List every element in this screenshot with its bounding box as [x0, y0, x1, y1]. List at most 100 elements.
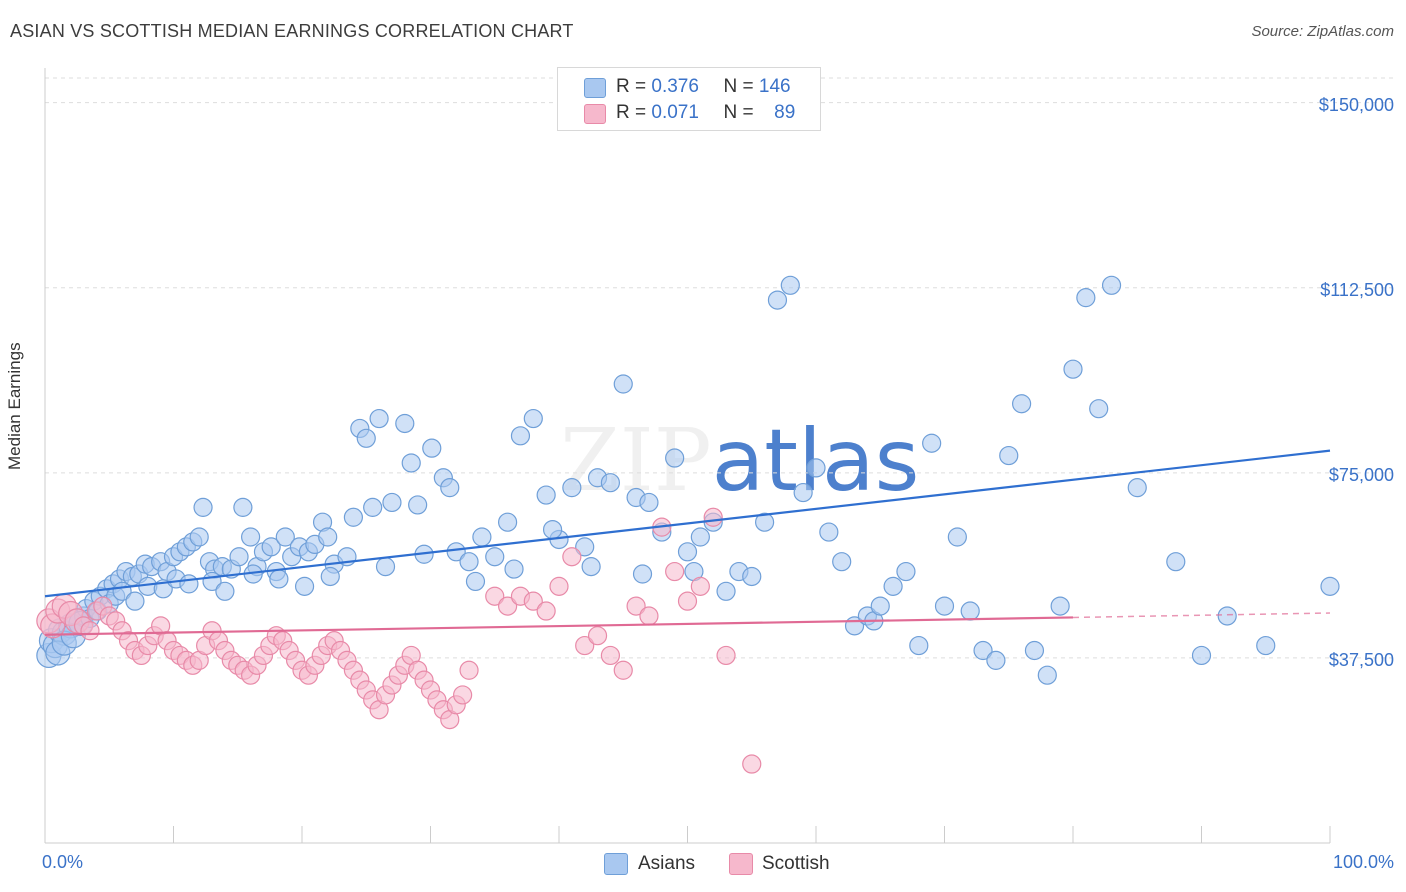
scottish-point [600, 645, 621, 666]
scottish-point [498, 596, 518, 616]
asians-r-value: 0.376 [651, 76, 699, 97]
asian-point [1024, 640, 1045, 661]
asian-point [408, 495, 428, 515]
asian-point [269, 569, 289, 589]
asian-point [600, 473, 621, 493]
scottish-n-value: 89 [774, 102, 796, 123]
asian-point [510, 426, 531, 446]
asian-point [613, 374, 633, 394]
scottish-point [459, 660, 479, 680]
asian-point [1089, 399, 1109, 419]
scottish-r-label: R = [616, 102, 647, 123]
scottish-trend-extension [1072, 612, 1331, 619]
asian-point [542, 519, 563, 540]
asians-n-value: 146 [758, 76, 791, 97]
asian-point [832, 552, 852, 572]
asian-point [485, 547, 505, 567]
asian-point [275, 527, 295, 547]
scottish-point [690, 576, 710, 596]
scottish-point [549, 576, 569, 596]
scottish-point [562, 547, 582, 567]
scottish-point [665, 561, 685, 582]
asians-bottom-label: Asians [638, 853, 696, 874]
asian-point [870, 596, 890, 616]
asian-point [934, 596, 955, 616]
asian-point [1166, 552, 1186, 572]
asian-point [422, 438, 442, 458]
asian-point [1320, 576, 1340, 596]
asian-point [382, 492, 402, 513]
asian-point [440, 478, 460, 498]
asian-point [986, 650, 1006, 670]
asian-point [632, 564, 653, 584]
y-tick-label: $37,500 [1328, 649, 1394, 670]
asians-swatch [584, 78, 606, 98]
correlation-legend: R = 0.376 N = 146 R = 0.071 N = 89 [557, 67, 821, 131]
asian-point [363, 497, 383, 517]
asian-point [241, 527, 261, 547]
scottish-point [639, 606, 659, 626]
scottish-point [613, 660, 633, 680]
scottish-bottom-label: Scottish [762, 853, 830, 874]
scottish-point [575, 635, 595, 656]
asian-point [472, 527, 492, 547]
scottish-point [677, 591, 698, 611]
scottish-point [80, 621, 100, 641]
asian-point [193, 497, 213, 517]
scottish-point [453, 685, 473, 705]
asian-point [1127, 478, 1147, 498]
asian-point [125, 591, 145, 611]
scottish-legend-row: R = 0.071 N = 89 [616, 102, 795, 124]
scottish-r-value: 0.071 [651, 102, 699, 123]
scottish-point [523, 591, 543, 611]
y-axis-label: Median Earnings [5, 342, 24, 470]
asian-point [261, 537, 281, 557]
x-tick-label-min: 0.0% [42, 852, 84, 872]
asian-point [690, 527, 710, 547]
asian-point [1037, 665, 1057, 685]
asian-point [395, 413, 415, 434]
asian-point [742, 566, 762, 587]
asian-point [960, 601, 980, 621]
asian-point [1076, 288, 1096, 308]
asian-point [369, 408, 389, 429]
watermark: ZIPatlas [560, 411, 919, 511]
asian-point [401, 453, 421, 473]
scottish-point [485, 586, 505, 606]
asian-point [947, 527, 967, 547]
asian-point [1101, 275, 1122, 295]
asian-point [575, 537, 595, 557]
asian-point [1217, 606, 1237, 626]
asian-point [677, 542, 698, 562]
asian-point [922, 433, 942, 453]
scottish-point [626, 596, 646, 616]
asian-point [562, 478, 582, 498]
x-tick-label-max: 100.0% [1332, 852, 1394, 872]
asian-point [665, 448, 685, 468]
asian-point [819, 522, 839, 542]
asian-point [229, 547, 249, 567]
asian-point [343, 507, 363, 527]
source-label: Source: ZipAtlas.com [1251, 23, 1394, 40]
asian-point [999, 445, 1019, 466]
asian-point [793, 482, 813, 503]
asian-point [883, 576, 903, 596]
scottish-swatch [584, 104, 606, 124]
asians-r-label: R = [616, 76, 647, 97]
asian-point [459, 552, 479, 572]
asian-point [523, 408, 543, 429]
y-tick-label: $112,500 [1320, 279, 1394, 300]
asian-point [1191, 645, 1212, 666]
scottish-point [703, 507, 723, 527]
asian-point [356, 428, 376, 448]
scottish-point [587, 626, 608, 646]
asian-point [973, 640, 993, 661]
chart-title: ASIAN VS SCOTTISH MEDIAN EARNINGS CORREL… [10, 21, 574, 41]
asian-point [806, 458, 826, 478]
asian-point [716, 581, 736, 601]
scottish-point [716, 645, 736, 666]
asian-point [909, 635, 929, 656]
asian-point [189, 527, 209, 547]
asian-point [294, 576, 315, 596]
